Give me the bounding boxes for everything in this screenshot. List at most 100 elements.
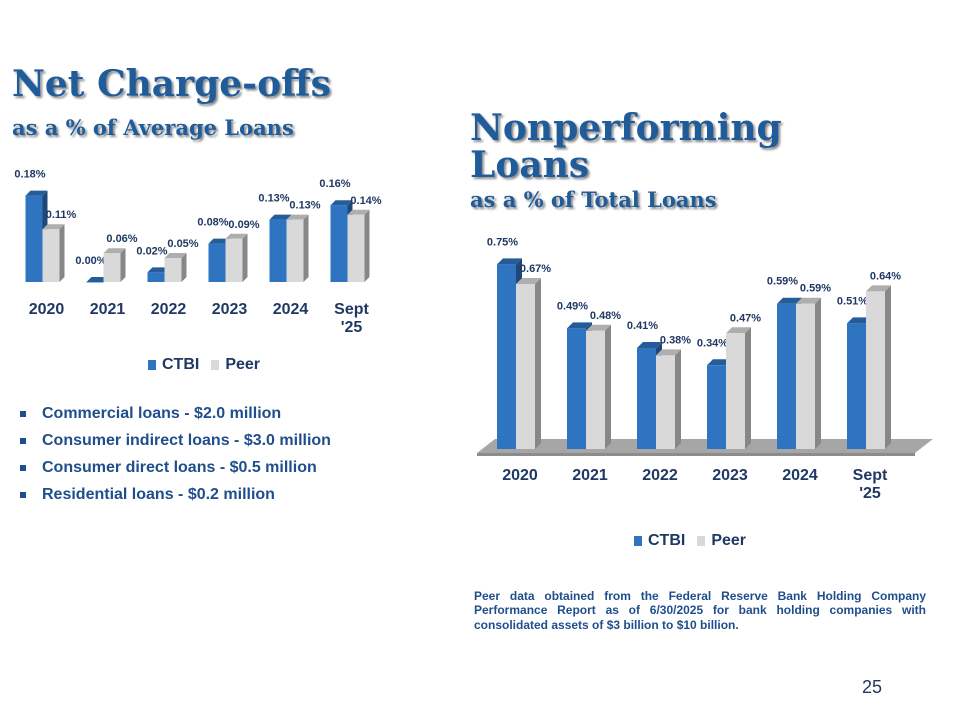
bar-peer-top xyxy=(225,233,248,239)
bar-ctbi xyxy=(330,205,348,282)
list-item: Consumer indirect loans - $3.0 million xyxy=(20,427,331,454)
data-label-peer: 0.11% xyxy=(46,209,77,221)
data-label-ctbi: 0.02% xyxy=(136,245,167,257)
x-tick-label: 2022 xyxy=(151,301,187,318)
list-item: Consumer direct loans - $0.5 million xyxy=(20,454,331,481)
page-number: 25 xyxy=(862,677,883,697)
data-label-peer: 0.64% xyxy=(870,270,901,282)
x-tick-label: 2020 xyxy=(29,301,65,318)
bar-peer-side xyxy=(181,253,187,282)
bullet-square-icon xyxy=(20,410,26,417)
bar-peer xyxy=(796,303,815,449)
legend-peer-label: Peer xyxy=(711,532,747,549)
bar-peer-top xyxy=(42,224,65,230)
bar-peer-side xyxy=(675,349,681,449)
bar-peer xyxy=(286,219,304,282)
x-tick-label: Sept '25 xyxy=(334,301,369,336)
peer-data-footnote: Peer data obtained from the Federal Rese… xyxy=(474,589,926,632)
legend-peer-swatch xyxy=(697,536,706,546)
legend-ctbi-label: CTBI xyxy=(648,532,686,549)
bar-peer-top xyxy=(726,327,751,334)
bar-ctbi-top xyxy=(25,190,48,196)
nonperforming-legend: CTBI Peer xyxy=(634,532,746,550)
bar-peer-top xyxy=(796,297,821,304)
bar-ctbi xyxy=(497,264,516,449)
x-tick-label: Sept '25 xyxy=(853,467,888,502)
chart-floor-edge xyxy=(477,453,915,456)
bar-peer-side xyxy=(605,324,611,449)
data-label-peer: 0.38% xyxy=(660,334,691,346)
data-label-ctbi: 0.00% xyxy=(75,255,106,267)
bar-ctbi-top xyxy=(208,238,231,244)
bar-peer-side xyxy=(303,214,309,282)
list-item-text: Consumer indirect loans - $3.0 million xyxy=(42,431,331,449)
x-tick-label: 2023 xyxy=(212,301,248,318)
x-tick-label: 2024 xyxy=(782,467,818,484)
bar-peer-side xyxy=(815,297,821,449)
bar-peer-side xyxy=(364,209,370,282)
bar-peer-side xyxy=(745,327,751,449)
x-tick-label: 2024 xyxy=(273,301,309,318)
legend-peer-swatch xyxy=(211,360,220,370)
bullet-square-icon xyxy=(20,437,26,444)
data-label-peer: 0.14% xyxy=(350,195,381,207)
bar-ctbi xyxy=(567,328,586,449)
list-item-text: Consumer direct loans - $0.5 million xyxy=(42,458,317,476)
bar-peer-side xyxy=(885,285,891,449)
x-tick-label: 2020 xyxy=(502,467,538,484)
x-tick-label: 2021 xyxy=(90,301,126,318)
bar-peer-side xyxy=(59,224,65,282)
bar-peer-top xyxy=(164,253,187,258)
nonperforming-title-line1: Nonperforming xyxy=(470,107,782,149)
data-label-ctbi: 0.08% xyxy=(197,217,228,229)
x-tick-label: 2021 xyxy=(572,467,608,484)
data-label-ctbi: 0.49% xyxy=(557,300,588,312)
bar-ctbi-top xyxy=(497,258,522,265)
legend-peer-label: Peer xyxy=(225,356,261,373)
bar-peer xyxy=(225,238,243,282)
legend-ctbi-swatch xyxy=(634,536,642,546)
list-item: Commercial loans - $2.0 million xyxy=(20,400,331,427)
legend-ctbi-label: CTBI xyxy=(162,356,200,373)
bar-ctbi-top xyxy=(707,359,732,366)
bar-ctbi xyxy=(777,303,796,449)
bar-peer-top xyxy=(516,278,541,285)
bar-peer xyxy=(866,291,885,449)
bar-peer-side xyxy=(535,278,541,449)
bar-peer xyxy=(347,214,365,282)
data-label-ctbi: 0.16% xyxy=(319,178,350,190)
net-chargeoffs-legend: CTBI Peer xyxy=(148,356,260,374)
bar-ctbi xyxy=(269,219,287,282)
bar-ctbi xyxy=(637,348,656,449)
data-label-peer: 0.67% xyxy=(520,263,551,275)
bar-peer-side xyxy=(120,248,126,282)
net-chargeoffs-chart: 0.18% 0.11% 2020 0.00%0.06% 2021 0.02%0.05% 20… xyxy=(14,169,381,336)
nonperforming-title-line2: Loans xyxy=(470,144,590,186)
data-label-peer: 0.13% xyxy=(289,200,320,212)
bar-ctbi xyxy=(147,272,165,282)
bar-peer-side xyxy=(242,233,248,282)
bar-ctbi-top xyxy=(330,200,353,206)
data-label-peer: 0.48% xyxy=(590,310,621,322)
data-label-peer: 0.59% xyxy=(800,283,831,295)
bar-ctbi-top xyxy=(777,297,802,304)
data-label-peer: 0.05% xyxy=(167,238,198,250)
bar-peer-top xyxy=(286,214,309,220)
data-label-ctbi: 0.41% xyxy=(627,320,658,332)
bar-ctbi-top xyxy=(567,322,592,329)
data-label-peer: 0.06% xyxy=(106,233,137,245)
list-item-text: Residential loans - $0.2 million xyxy=(42,485,275,503)
x-tick-label: 2022 xyxy=(642,467,678,484)
data-label-ctbi: 0.13% xyxy=(258,193,289,205)
data-label-peer: 0.47% xyxy=(730,312,761,324)
bar-ctbi-top xyxy=(637,342,662,349)
bar-peer xyxy=(586,330,605,449)
nonperforming-loans-chart: 0.75% 0.67% 2020 0.49%0.48% 2021 0.41%0.38% 20… xyxy=(477,236,933,502)
bar-peer-top xyxy=(347,209,370,215)
nonperforming-subtitle: as a % of Total Loans xyxy=(470,187,717,212)
bar-peer xyxy=(656,355,675,449)
bar-peer-top xyxy=(103,248,126,254)
bar-ctbi-top xyxy=(86,277,109,282)
bar-ctbi xyxy=(25,195,43,282)
bar-ctbi-top xyxy=(847,317,872,324)
